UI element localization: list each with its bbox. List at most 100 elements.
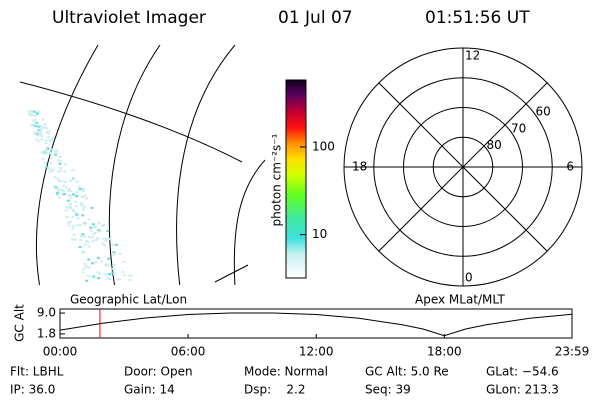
uv-pixel xyxy=(85,265,89,268)
uv-pixel xyxy=(91,240,95,243)
uv-pixel xyxy=(58,162,62,165)
x-tick-label: 23:59 xyxy=(555,345,590,359)
uv-pixel xyxy=(93,231,97,234)
uv-pixel xyxy=(43,151,47,154)
uv-pixel xyxy=(71,193,75,196)
uv-pixel xyxy=(88,236,92,239)
map-grid xyxy=(35,45,99,285)
uv-pixel xyxy=(86,241,90,244)
uv-pixel xyxy=(56,159,60,162)
uv-pixel xyxy=(92,233,96,236)
uv-pixel xyxy=(30,110,34,113)
uv-pixel xyxy=(29,114,33,117)
uv-pixel xyxy=(48,152,52,155)
uv-pixel xyxy=(71,227,75,230)
uv-pixel xyxy=(65,206,69,209)
uv-pixel xyxy=(66,199,70,202)
left-label: Geographic Lat/Lon xyxy=(70,293,187,307)
uv-pixel xyxy=(87,258,91,261)
uv-pixel xyxy=(129,274,133,277)
uv-pixel xyxy=(35,112,39,115)
uv-pixel xyxy=(38,132,42,135)
uv-pixel xyxy=(75,180,79,183)
right-label: Apex MLat/MLT xyxy=(415,293,505,307)
uv-pixel xyxy=(44,139,48,142)
map-grid xyxy=(20,81,243,163)
uv-pixel xyxy=(40,151,44,154)
uv-pixel xyxy=(70,238,74,241)
uv-pixel xyxy=(67,221,71,224)
uv-pixel xyxy=(81,189,85,192)
lat-label: 70 xyxy=(511,121,526,135)
map-grid xyxy=(214,264,249,283)
uv-pixel xyxy=(90,262,94,265)
uv-pixel xyxy=(80,195,84,198)
uv-pixel xyxy=(41,158,45,161)
uv-pixel xyxy=(40,134,44,137)
polar-spoke xyxy=(378,82,548,252)
uv-pixel xyxy=(87,218,91,221)
uv-pixel xyxy=(81,271,85,274)
uv-pixel xyxy=(87,275,91,278)
uv-pixel xyxy=(99,260,103,263)
status-field: Gain: 14 xyxy=(124,383,175,397)
uv-pixel xyxy=(89,226,93,229)
uv-pixel xyxy=(64,209,68,212)
uv-pixel xyxy=(39,128,43,131)
uv-pixel xyxy=(27,110,31,113)
uv-pixel xyxy=(63,180,67,183)
uv-pixel xyxy=(101,242,105,245)
uv-pixel xyxy=(60,180,64,183)
uv-pixel xyxy=(71,215,75,218)
map-grid xyxy=(176,45,236,285)
lat-label: 80 xyxy=(486,138,501,152)
uv-pixel xyxy=(68,194,72,197)
uv-pixel xyxy=(43,152,47,155)
uv-pixel xyxy=(94,261,98,264)
uv-pixel xyxy=(32,119,36,122)
x-tick-label: 06:00 xyxy=(171,345,206,359)
status-field: GC Alt: 5.0 Re xyxy=(365,365,449,379)
uv-pixel xyxy=(36,133,40,136)
status-field: Mode: Normal xyxy=(244,365,328,379)
uv-pixel xyxy=(85,279,89,282)
uv-pixel xyxy=(75,213,79,216)
uv-pixel xyxy=(45,152,49,155)
uv-pixel xyxy=(80,202,84,205)
uv-pixel xyxy=(63,170,67,173)
uv-pixel xyxy=(37,130,41,133)
uv-pixel xyxy=(68,202,72,205)
uv-pixel xyxy=(96,256,100,259)
time: 01:51:56 UT xyxy=(425,8,530,28)
uv-pixel xyxy=(34,111,38,114)
uv-pixel xyxy=(97,277,101,280)
uv-pixel xyxy=(54,186,58,189)
uv-pixel xyxy=(33,132,37,135)
mlt-label: 6 xyxy=(566,160,574,174)
uv-pixel xyxy=(112,253,116,256)
uv-pixel xyxy=(107,257,111,260)
colorbar-tick-label: 100 xyxy=(312,139,335,153)
uv-pixel xyxy=(104,264,108,267)
uv-pixel xyxy=(72,210,76,213)
uv-pixel xyxy=(69,206,73,209)
uv-pixel xyxy=(78,245,82,248)
uv-pixel xyxy=(48,139,52,142)
uv-pixel xyxy=(83,221,87,224)
uv-pixel xyxy=(127,274,131,277)
uv-pixel xyxy=(55,192,59,195)
uv-pixel xyxy=(96,271,100,274)
uv-pixel xyxy=(122,260,126,263)
uv-pixel xyxy=(81,187,85,190)
uv-pixel xyxy=(75,190,79,193)
uv-pixel xyxy=(97,229,101,232)
uv-pixel xyxy=(28,113,32,116)
uv-pixel xyxy=(33,124,37,127)
uv-pixel xyxy=(35,125,39,128)
uv-pixel xyxy=(90,206,94,209)
uv-pixel xyxy=(98,230,102,233)
uv-pixel xyxy=(44,142,48,145)
uv-pixel xyxy=(112,264,116,267)
colorbar-label: photon cm⁻²s⁻¹ xyxy=(270,133,284,226)
